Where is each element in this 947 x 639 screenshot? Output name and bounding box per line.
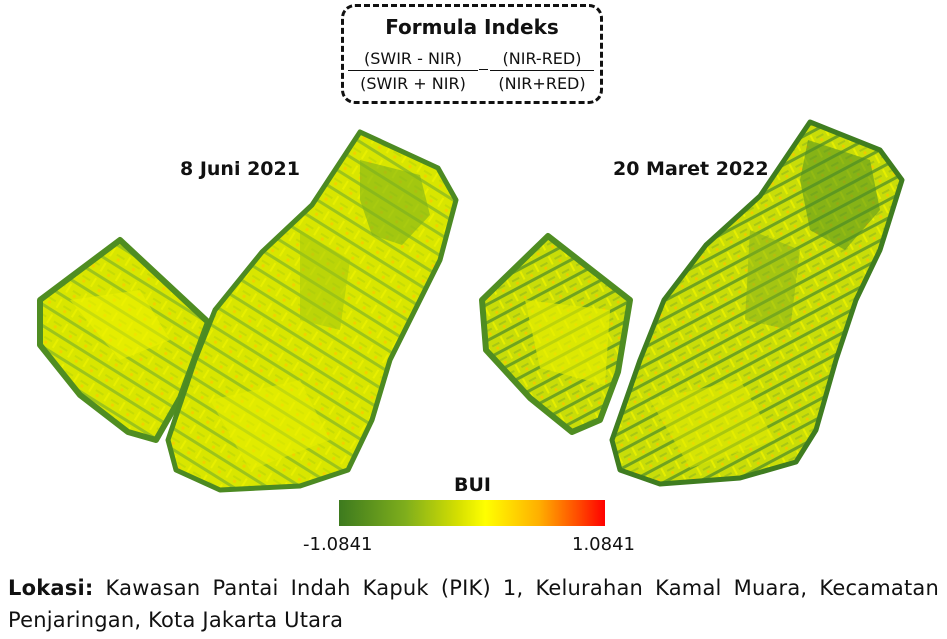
legend-min-value: -1.0841: [303, 534, 373, 555]
formula-term-1: (SWIR - NIR) (SWIR + NIR): [348, 49, 478, 93]
formula-box: Formula Indeks (SWIR - NIR) (SWIR + NIR)…: [341, 4, 603, 104]
location-caption: Lokasi: Kawasan Pantai Indah Kapuk (PIK)…: [8, 572, 939, 636]
formula-title: Formula Indeks: [385, 15, 559, 39]
location-text: Kawasan Pantai Indah Kapuk (PIK) 1, Kelu…: [8, 576, 939, 632]
legend-max-value: 1.0841: [572, 534, 635, 555]
legend-title: BUI: [454, 474, 491, 496]
formula-term-2: (NIR-RED) (NIR+RED): [490, 49, 594, 93]
term1-denominator: (SWIR + NIR): [360, 74, 466, 93]
term2-denominator: (NIR+RED): [498, 74, 586, 93]
term2-numerator: (NIR-RED): [490, 49, 594, 71]
map-date-label-2022: 20 Maret 2022: [613, 158, 769, 180]
map-2022-main-parcel: [609, 119, 905, 487]
term1-numerator: (SWIR - NIR): [348, 49, 478, 71]
minus-sign: [479, 69, 488, 70]
map-date-label-2021: 8 Juni 2021: [180, 158, 300, 180]
legend-color-bar: [339, 500, 605, 526]
map-2021-west-parcel: [37, 237, 211, 443]
map-2021-main-parcel: [165, 129, 459, 493]
location-label: Lokasi:: [8, 576, 94, 600]
map-2022-west-parcel: [479, 233, 633, 435]
